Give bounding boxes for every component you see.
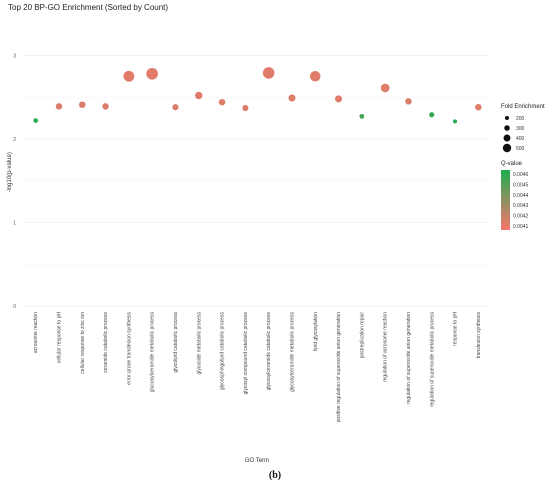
data-point [146,67,158,80]
size-legend-label: 500 [516,146,525,152]
size-legend-title: Fold Enrichment [501,104,545,110]
data-point [55,103,63,110]
data-point [172,104,179,111]
data-point [33,118,38,123]
x-tick-label: postreplication repair [359,312,365,359]
figure-caption: (b) [268,470,282,481]
x-tick-label: glycosyl compound catabolic process [243,312,249,395]
color-legend-label: 0.0041 [513,224,529,230]
color-legend-title: Q-value [501,161,523,167]
color-legend-label: 0.0042 [513,214,529,220]
x-tick-label: glycolipid catabolic process [173,312,179,373]
x-tick-label: regulation of superoxide metabolic proce… [429,312,435,408]
x-tick-label: translesion synthesis [476,312,482,359]
y-tick-label: 1 [13,220,16,226]
chart-title: Top 20 BP-GO Enrichment (Sorted by Count… [8,3,169,12]
x-tick-label: cellular response to pH [56,312,62,364]
data-point [335,95,343,103]
color-legend-label: 0.0044 [513,193,529,199]
size-legend-label: 200 [516,116,525,122]
x-tick-label: regulation of acrosome reaction [383,312,389,382]
data-point [452,119,458,124]
x-tick-label: glycosylceramide catabolic process [266,312,272,391]
data-point [123,70,135,82]
data-point [405,98,412,105]
data-point [288,94,296,102]
color-legend-bar [501,170,510,230]
y-tick-label: 0 [13,304,16,310]
y-axis-label: -log10(p-value) [7,152,13,192]
data-point [102,103,109,110]
color-legend-label: 0.0045 [513,182,529,188]
x-tick-label: cellular response to zinc ion [80,312,86,374]
data-point [79,101,86,108]
x-axis-label: GO Term [245,458,269,464]
y-tick-label: 3 [13,53,16,59]
x-tick-label: glycoside metabolic process [196,312,202,375]
color-legend-label: 0.0046 [513,172,529,178]
size-legend-key [504,115,510,121]
x-tick-label: glycosphingolipid catabolic process [220,312,226,391]
data-point [380,83,390,93]
x-tick-label: acrosome reaction [33,312,39,353]
data-point [309,71,321,82]
x-tick-label: ceramide catabolic process [103,312,109,373]
data-point [218,98,226,106]
data-point [195,91,203,100]
data-point [262,67,275,79]
data-point [429,112,435,118]
data-point [359,113,365,119]
x-tick-label: glycosylceramide metabolic process [289,312,295,393]
x-tick-label: lipid glycosylation [313,312,319,351]
size-legend-key [502,143,512,153]
size-legend-key [503,134,511,142]
y-tick-label: 2 [13,137,16,143]
color-legend-label: 0.0043 [513,203,529,209]
data-point [475,103,482,111]
x-tick-label: glucosylceramide metabolic process [150,312,156,393]
x-tick-label: error-prone translesion synthesis [126,312,132,385]
size-legend-label: 400 [516,136,525,142]
x-tick-label: response to pH [453,312,459,346]
data-point [242,104,249,112]
size-legend-label: 300 [516,126,525,132]
x-tick-label: positive regulation of superoxide anion … [336,312,342,423]
size-legend-key [504,125,510,131]
x-tick-label: regulation of superoxide anion generatio… [406,312,412,404]
